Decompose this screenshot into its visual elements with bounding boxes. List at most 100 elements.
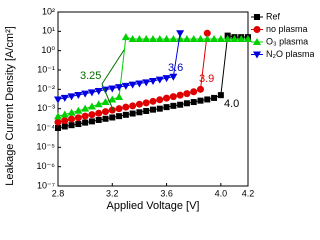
annotation: 3.9 bbox=[199, 73, 214, 85]
marker bbox=[149, 77, 157, 85]
marker bbox=[67, 93, 76, 101]
annotation: 3.25 bbox=[80, 70, 101, 82]
marker bbox=[122, 103, 130, 111]
marker bbox=[211, 94, 218, 101]
marker bbox=[68, 122, 75, 129]
marker bbox=[155, 35, 164, 43]
marker bbox=[183, 90, 191, 98]
marker bbox=[169, 73, 178, 81]
marker bbox=[135, 80, 144, 88]
marker bbox=[163, 94, 171, 102]
marker bbox=[135, 100, 143, 108]
annotation: 3.6 bbox=[168, 62, 183, 74]
marker bbox=[128, 81, 137, 89]
y-tick-label: 10⁻² bbox=[37, 84, 55, 94]
marker bbox=[81, 90, 90, 98]
marker bbox=[55, 125, 61, 131]
marker bbox=[94, 100, 103, 108]
marker bbox=[88, 111, 96, 119]
annotation-arrow bbox=[101, 83, 115, 113]
marker bbox=[115, 93, 124, 101]
marker bbox=[142, 35, 151, 43]
marker bbox=[149, 97, 157, 105]
marker bbox=[95, 109, 103, 117]
marker bbox=[108, 95, 117, 103]
marker bbox=[163, 104, 170, 111]
marker bbox=[109, 114, 116, 121]
legend-marker bbox=[253, 51, 261, 59]
marker bbox=[102, 108, 109, 116]
y-tick-label: 10⁰ bbox=[41, 45, 55, 55]
marker bbox=[223, 35, 232, 43]
marker bbox=[197, 85, 204, 93]
legend-label: no plasma bbox=[266, 24, 308, 34]
marker bbox=[74, 106, 83, 114]
marker bbox=[88, 118, 95, 125]
marker bbox=[204, 96, 211, 103]
y-tick-label: 10² bbox=[42, 6, 55, 16]
marker bbox=[210, 35, 219, 43]
marker bbox=[156, 105, 163, 112]
marker bbox=[162, 75, 171, 83]
legend-label: N₂O plasma bbox=[266, 49, 314, 59]
y-tick-label: 10⁻⁴ bbox=[36, 122, 55, 132]
marker bbox=[142, 79, 151, 87]
marker bbox=[115, 84, 124, 92]
marker bbox=[216, 35, 225, 43]
marker bbox=[101, 98, 110, 106]
marker bbox=[177, 101, 184, 108]
marker bbox=[230, 35, 239, 43]
marker bbox=[108, 85, 117, 93]
marker bbox=[121, 82, 130, 90]
marker bbox=[102, 115, 109, 122]
legend-label: O₃ plasma bbox=[266, 36, 308, 46]
y-tick-label: 10⁻⁷ bbox=[37, 180, 55, 190]
marker bbox=[116, 113, 123, 120]
marker bbox=[81, 112, 89, 120]
marker bbox=[74, 114, 82, 122]
legend-label: Ref bbox=[266, 11, 281, 21]
marker bbox=[60, 94, 69, 102]
marker bbox=[115, 105, 123, 113]
x-tick-label: 3.6 bbox=[160, 188, 173, 198]
y-tick-label: 10⁻⁶ bbox=[37, 161, 56, 171]
y-axis-title: Leakage Current Density [A/cm²] bbox=[4, 26, 16, 186]
marker bbox=[197, 97, 204, 104]
marker bbox=[156, 96, 164, 104]
marker bbox=[176, 30, 185, 38]
marker bbox=[149, 35, 157, 43]
marker bbox=[54, 118, 62, 126]
y-tick-label: 10⁻³ bbox=[37, 103, 55, 113]
legend-marker bbox=[253, 38, 261, 45]
marker bbox=[54, 112, 62, 120]
marker bbox=[129, 102, 137, 110]
marker bbox=[190, 88, 198, 96]
marker bbox=[82, 119, 89, 126]
marker bbox=[136, 109, 143, 116]
marker bbox=[203, 35, 212, 43]
marker bbox=[61, 123, 68, 130]
x-tick-label: 2.8 bbox=[52, 188, 65, 198]
marker bbox=[176, 91, 184, 99]
annotation-arrow bbox=[101, 49, 125, 85]
marker bbox=[61, 117, 69, 125]
marker bbox=[75, 121, 82, 128]
marker bbox=[169, 93, 177, 101]
marker bbox=[203, 29, 211, 37]
marker bbox=[196, 35, 205, 43]
marker bbox=[189, 35, 198, 43]
x-tick-label: 3.2 bbox=[106, 188, 119, 198]
marker bbox=[87, 89, 96, 97]
marker bbox=[183, 100, 190, 107]
marker bbox=[176, 35, 185, 43]
marker bbox=[94, 87, 103, 95]
marker bbox=[67, 108, 76, 116]
marker bbox=[128, 35, 137, 43]
marker bbox=[122, 111, 129, 118]
marker bbox=[60, 110, 69, 118]
marker bbox=[170, 102, 177, 109]
marker bbox=[150, 106, 156, 113]
annotation: 4.0 bbox=[224, 98, 239, 110]
marker bbox=[121, 33, 130, 41]
x-axis-title: Applied Voltage [V] bbox=[107, 200, 200, 212]
